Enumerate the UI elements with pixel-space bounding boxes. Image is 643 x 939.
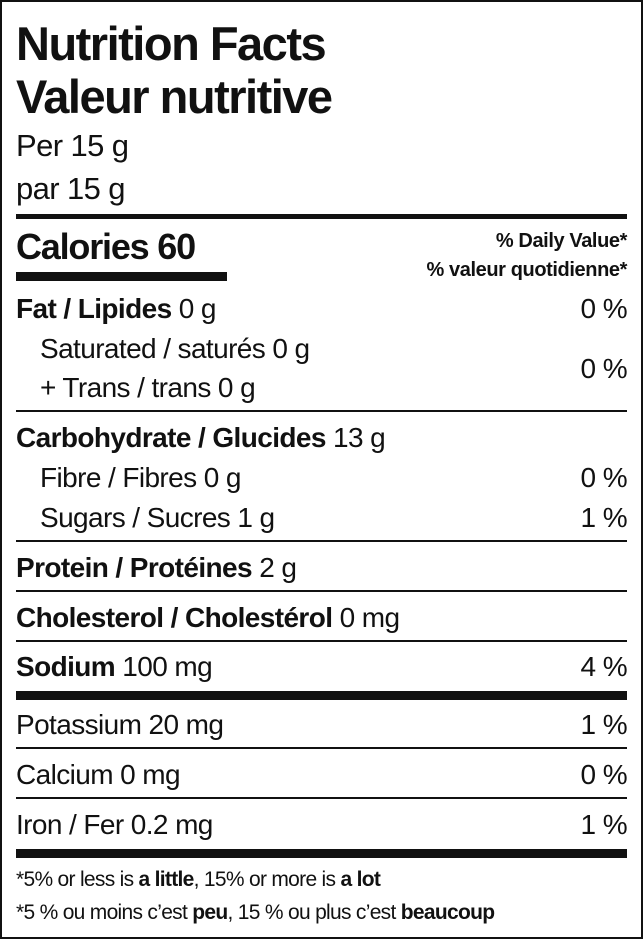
row-sodium: Sodium 100 mg	[16, 651, 213, 682]
row-iron: Iron / Fer 0.2 mg	[16, 809, 213, 840]
row-cholesterol: Cholesterol / Cholestérol 0 mg	[16, 602, 400, 633]
footnote-fr: *5 % ou moins c’est peu, 15 % ou plus c’…	[16, 901, 495, 924]
divider	[16, 640, 627, 642]
divider	[16, 797, 627, 799]
daily-value-header-fr: % valeur quotidienne*	[426, 259, 627, 281]
divider-thick	[16, 849, 627, 858]
divider	[16, 590, 627, 592]
calories-label: Calories	[16, 226, 150, 267]
potassium-dv: 1 %	[580, 709, 628, 740]
iron-dv: 1 %	[580, 809, 628, 840]
calories: Calories 60	[16, 226, 196, 267]
footnote-en: *5% or less is a little, 15% or more is …	[16, 868, 381, 891]
sugars-dv: 1 %	[580, 502, 628, 533]
calories-value: 60	[157, 226, 196, 267]
row-calcium: Calcium 0 mg	[16, 759, 181, 790]
calcium-dv: 0 %	[580, 759, 628, 790]
row-carbohydrate: Carbohydrate / Glucides 13 g	[16, 422, 386, 453]
row-sugars: Sugars / Sucres 1 g	[40, 502, 275, 533]
divider	[16, 540, 627, 542]
row-saturated: Saturated / saturés 0 g	[40, 333, 310, 364]
row-fat: Fat / Lipides 0 g	[16, 293, 216, 324]
row-protein: Protein / Protéines 2 g	[16, 552, 297, 583]
title-en: Nutrition Facts	[16, 17, 327, 70]
divider	[16, 747, 627, 749]
row-trans: + Trans / trans 0 g	[40, 372, 256, 403]
title-fr: Valeur nutritive	[16, 70, 333, 123]
row-potassium: Potassium 20 mg	[16, 709, 224, 740]
saturated-trans-dv: 0 %	[580, 353, 628, 384]
serving-size-fr: par 15 g	[16, 171, 126, 206]
divider-thick	[16, 691, 627, 700]
divider	[16, 410, 627, 412]
sodium-dv: 4 %	[580, 651, 628, 682]
fat-dv: 0 %	[580, 293, 628, 324]
serving-size-en: Per 15 g	[16, 128, 129, 163]
calories-underline	[16, 272, 227, 281]
row-fibre: Fibre / Fibres 0 g	[40, 462, 241, 493]
fibre-dv: 0 %	[580, 462, 628, 493]
divider	[16, 214, 627, 219]
daily-value-header-en: % Daily Value*	[495, 230, 628, 252]
